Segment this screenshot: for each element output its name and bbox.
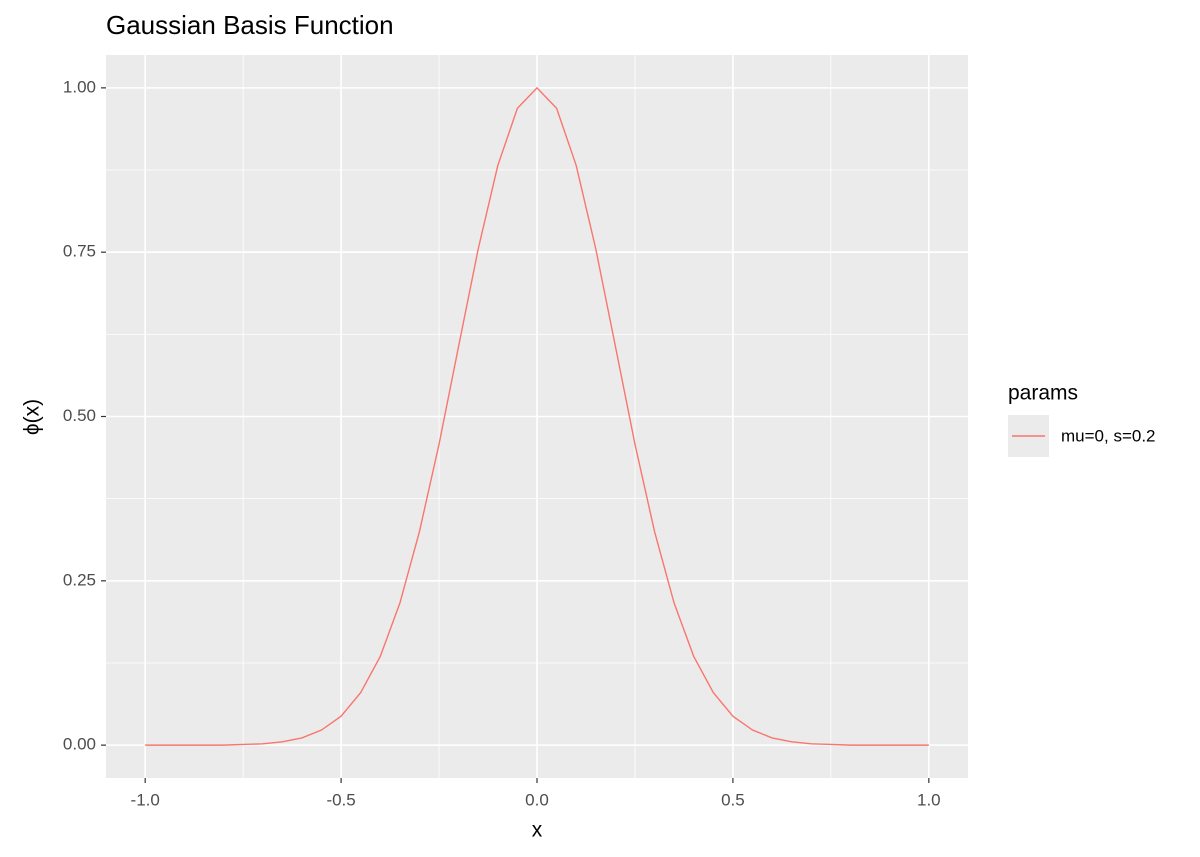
x-tick-label: 1.0 <box>917 790 941 809</box>
line <box>145 86 929 746</box>
y-tick-label: 0.25 <box>63 570 96 589</box>
chart-title: Gaussian Basis Function <box>106 10 394 40</box>
x-tick-label: -1.0 <box>131 790 160 809</box>
x-tick-label: -0.5 <box>326 790 355 809</box>
y-tick-label: 1.00 <box>63 77 96 96</box>
x-tick-label: 0.5 <box>721 790 745 809</box>
y-tick-label: 0.00 <box>63 735 96 754</box>
y-axis-title: ϕ(x) <box>21 399 44 435</box>
x-tick-label: 0.0 <box>525 790 549 809</box>
legend-title: params <box>1008 382 1078 405</box>
legend-label: mu=0, s=0.2 <box>1061 426 1156 445</box>
x-axis-title: x <box>532 819 543 842</box>
y-tick-label: 0.50 <box>63 406 96 425</box>
y-tick-label: 0.75 <box>63 242 96 261</box>
